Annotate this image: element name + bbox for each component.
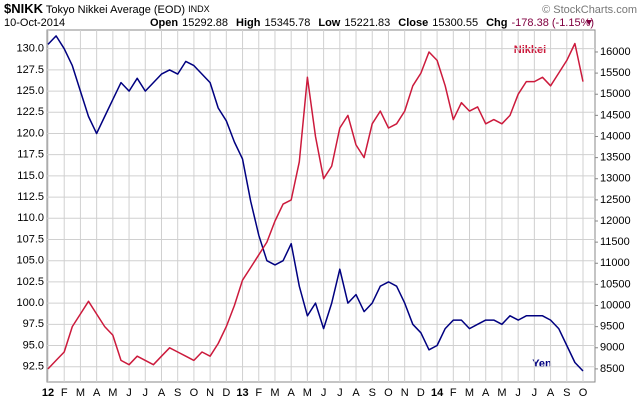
- symbol: $NIKK: [4, 1, 44, 16]
- quote: Open 15292.88 High 15345.78 Low 15221.83 Close…: [150, 17, 594, 29]
- x-tick-label: A: [158, 387, 166, 399]
- x-tick-label: J: [532, 387, 538, 399]
- x-tick-label: S: [174, 387, 181, 399]
- x-tick-label: M: [465, 387, 474, 399]
- x-tick-label: N: [206, 387, 214, 399]
- x-tick-label: N: [401, 387, 409, 399]
- x-tick-label: A: [288, 387, 296, 399]
- x-tick-label: J: [337, 387, 343, 399]
- x-tick-label: J: [143, 387, 149, 399]
- credit: © StockCharts.com: [542, 4, 637, 16]
- x-tick-label: A: [352, 387, 360, 399]
- line-series: [47, 35, 584, 372]
- y2-tick-label: 16000: [600, 46, 631, 58]
- y2-tick-label: 9000: [600, 342, 624, 354]
- x-tick-label: A: [93, 387, 101, 399]
- y2-tick-label: 15000: [600, 88, 631, 100]
- exchange: INDX: [188, 4, 210, 14]
- y2-tick-label: 9500: [600, 321, 624, 333]
- y-tick-label: 127.5: [16, 64, 44, 76]
- index-name: Tokyo Nikkei Average (EOD): [46, 4, 185, 16]
- x-tick-label: S: [369, 387, 376, 399]
- quote-label: Chg: [486, 17, 507, 29]
- x-tick-label: A: [482, 387, 490, 399]
- plot-frame: [46, 29, 596, 383]
- y-tick-label: 130.0: [16, 43, 44, 55]
- y-tick-label: 110.0: [17, 212, 44, 224]
- y2-tick-label: 14000: [600, 130, 631, 142]
- y-tick-label: 105.0: [16, 255, 44, 267]
- y-tick-label: 92.5: [23, 361, 44, 373]
- quote-value: 15300.55: [432, 17, 478, 29]
- y-tick-label: 120.0: [16, 127, 44, 139]
- quote-label: Close: [398, 17, 428, 29]
- x-tick-label: M: [270, 387, 279, 399]
- y2-tick-label: 10000: [600, 299, 631, 311]
- quote-label: Low: [318, 17, 340, 29]
- quote-value: 15221.83: [344, 17, 390, 29]
- x-tick-label: A: [547, 387, 555, 399]
- date: 10-Oct-2014: [4, 17, 65, 29]
- x-tick-label: D: [222, 387, 230, 399]
- y2-tick-label: 11500: [600, 236, 630, 248]
- line-series: [47, 42, 584, 370]
- x-tick-label: M: [497, 387, 506, 399]
- x-tick-label: F: [255, 387, 262, 399]
- y2-tick-label: 11000: [600, 257, 630, 269]
- y2-tick-label: 12500: [600, 194, 631, 206]
- x-tick-label: M: [108, 387, 117, 399]
- quote-label: High: [236, 17, 261, 29]
- y2-tick-label: 13500: [600, 152, 631, 164]
- y-tick-label: 115.0: [17, 170, 44, 182]
- x-tick-label: M: [303, 387, 312, 399]
- y-tick-label: 117.5: [17, 149, 44, 161]
- y-tick-label: 107.5: [16, 233, 44, 245]
- x-tick-label: O: [190, 387, 199, 399]
- series-label: Nikkei: [514, 44, 546, 56]
- y-tick-label: 102.5: [16, 276, 44, 288]
- x-tick-label: 12: [42, 387, 54, 399]
- x-tick-label: F: [450, 387, 457, 399]
- y-tick-label: 112.5: [17, 191, 44, 203]
- quote-value: -178.38 (-1.15%): [512, 17, 595, 29]
- series-label: Yen: [532, 358, 552, 370]
- y-tick-label: 100.0: [16, 297, 44, 309]
- y2-tick-label: 12000: [600, 215, 631, 227]
- x-tick-label: F: [61, 387, 68, 399]
- x-tick-label: M: [76, 387, 85, 399]
- y2-tick-label: 14500: [600, 109, 631, 121]
- x-tick-label: J: [126, 387, 132, 399]
- x-tick-label: 13: [236, 387, 248, 399]
- x-tick-label: D: [417, 387, 425, 399]
- y-tick-label: 95.0: [23, 339, 44, 351]
- y2-tick-label: 13000: [600, 173, 631, 185]
- down-arrow: [586, 20, 592, 25]
- x-tick-label: J: [321, 387, 327, 399]
- quote-label: Open: [150, 17, 178, 29]
- y2-tick-label: 15500: [600, 67, 631, 79]
- quote-value: 15292.88: [182, 17, 228, 29]
- x-tick-label: S: [563, 387, 570, 399]
- x-tick-label: J: [515, 387, 521, 399]
- chart-header: $NIKK Tokyo Nikkei Average (EOD) INDX: [4, 1, 210, 16]
- y2-tick-label: 8500: [600, 363, 624, 375]
- y2-tick-label: 10500: [600, 278, 631, 290]
- x-tick-label: O: [579, 387, 588, 399]
- x-tick-label: 14: [431, 387, 444, 399]
- quote-value: 15345.78: [264, 17, 310, 29]
- x-tick-label: O: [384, 387, 393, 399]
- y-tick-label: 97.5: [23, 318, 44, 330]
- y-tick-label: 122.5: [16, 106, 44, 118]
- y-tick-label: 125.0: [16, 85, 44, 97]
